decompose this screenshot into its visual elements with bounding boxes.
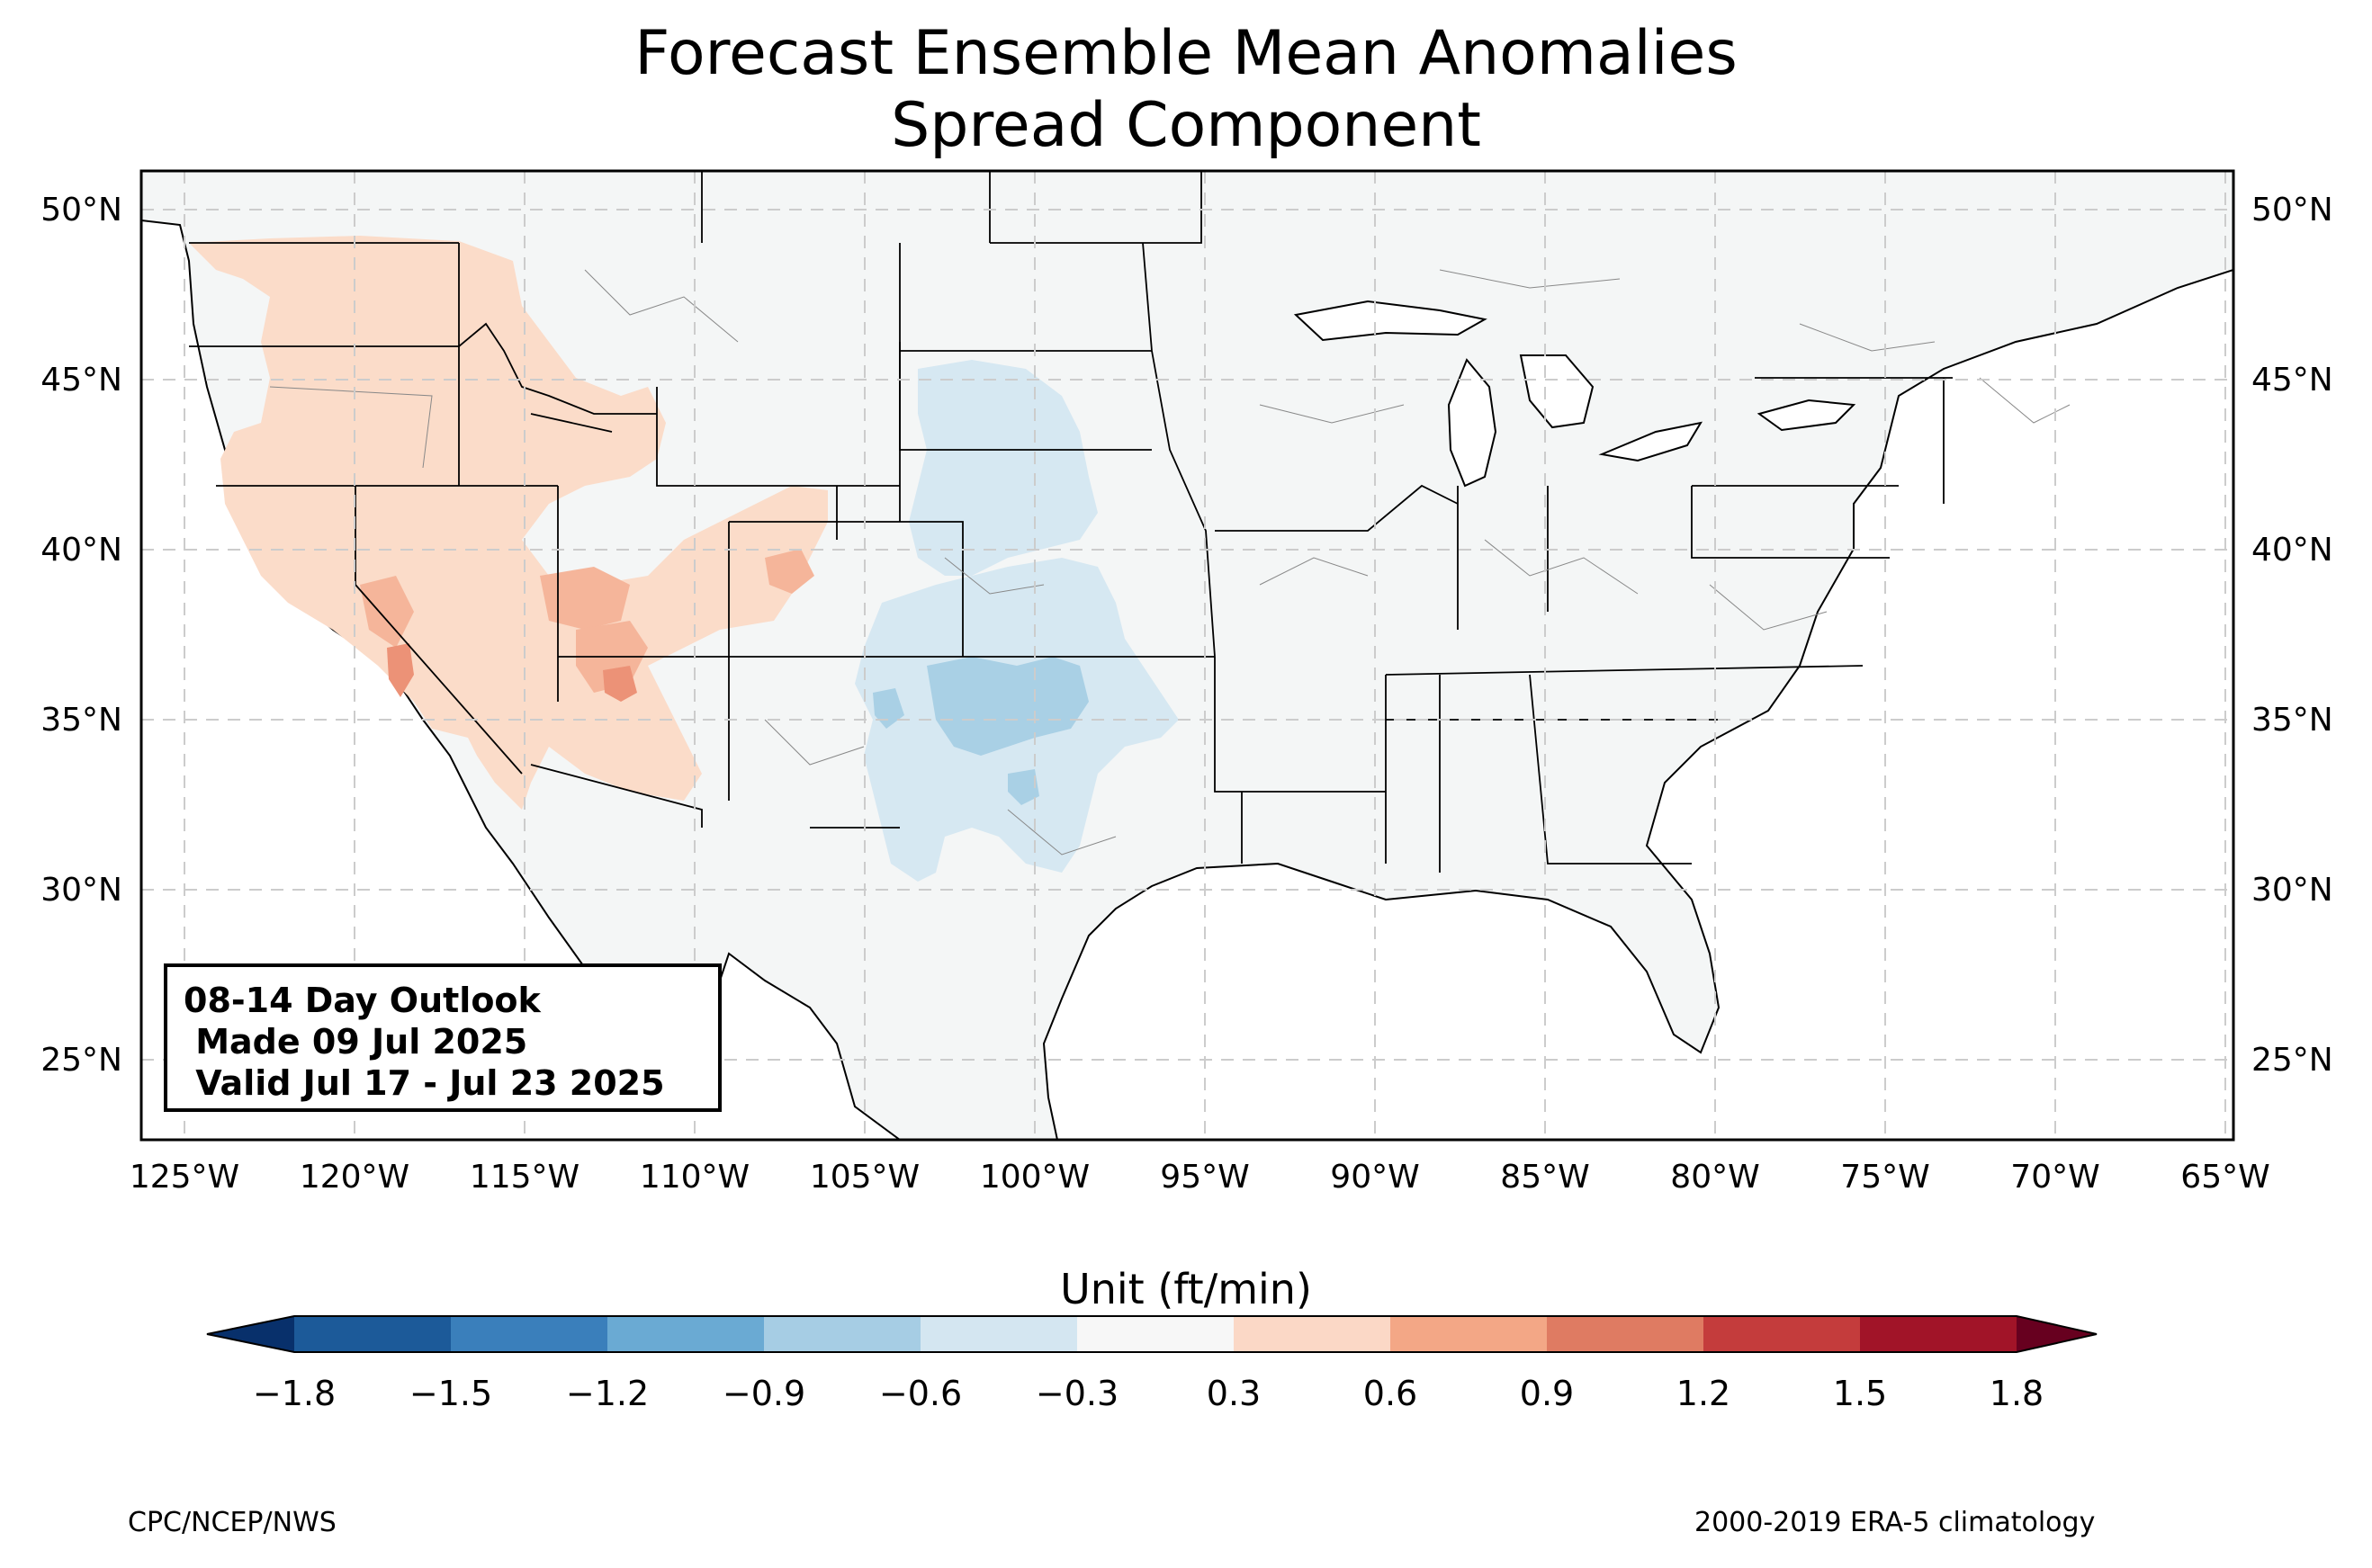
colorbar-extend-low <box>207 1316 294 1352</box>
lon-tick: 110°W <box>640 1159 750 1196</box>
colorbar-tick: −0.9 <box>722 1374 806 1413</box>
lat-tick-left: 35°N <box>40 702 122 739</box>
colorbar-segment <box>1860 1316 2017 1352</box>
lon-tick: 125°W <box>130 1159 239 1196</box>
lon-tick: 75°W <box>1840 1159 1929 1196</box>
lon-tick: 65°W <box>2180 1159 2269 1196</box>
lat-tick-left: 50°N <box>40 192 122 228</box>
outlook-period: 08-14 Day Outlook <box>184 981 541 1020</box>
colorbar-tick: 0.6 <box>1362 1374 1418 1413</box>
colorbar-segment <box>451 1316 607 1352</box>
lon-tick: 80°W <box>1670 1159 1759 1196</box>
lat-tick-right: 25°N <box>2251 1042 2333 1079</box>
gridlines <box>141 171 2233 1140</box>
colorbar-tick: −1.2 <box>565 1374 650 1413</box>
lat-tick-left: 30°N <box>40 872 122 909</box>
outlook-valid-range: Valid Jul 17 - Jul 23 2025 <box>184 1063 665 1103</box>
colorbar-tick: 1.5 <box>1832 1374 1888 1413</box>
colorbar-segment <box>1234 1316 1390 1352</box>
longitude-ticks: 125°W 120°W 115°W 110°W 105°W 100°W 95°W… <box>130 1159 2270 1196</box>
colorbar-segment <box>764 1316 921 1352</box>
lat-tick-right: 45°N <box>2251 362 2333 399</box>
colorbar-segment <box>607 1316 764 1352</box>
positive-anomaly-light <box>189 236 828 810</box>
map-frame <box>139 169 2235 1142</box>
negative-anomaly-medium <box>873 657 1089 805</box>
colorbar-segment <box>1547 1316 1703 1352</box>
lon-tick: 90°W <box>1330 1159 1419 1196</box>
lat-tick-right: 40°N <box>2251 532 2333 569</box>
lat-tick-right: 30°N <box>2251 872 2333 909</box>
lat-tick-right: 50°N <box>2251 192 2333 228</box>
footer-source: CPC/NCEP/NWS <box>128 1507 337 1538</box>
colorbar-tick: −0.6 <box>878 1374 963 1413</box>
colorbar-label: Unit (ft/min) <box>1060 1265 1312 1313</box>
outlook-info-box: 08-14 Day Outlook Made 09 Jul 2025 Valid… <box>164 963 722 1112</box>
colorbar-extend-high <box>2017 1316 2097 1352</box>
colorbar <box>206 1315 2098 1353</box>
colorbar-segment <box>1703 1316 1860 1352</box>
great-lakes <box>1293 300 1856 488</box>
colorbar-tick: −0.3 <box>1035 1374 1119 1413</box>
colorbar-segment <box>921 1316 1077 1352</box>
lon-tick: 100°W <box>980 1159 1090 1196</box>
footer-climatology: 2000-2019 ERA-5 climatology <box>1694 1507 2096 1538</box>
colorbar-outline <box>206 1315 2098 1353</box>
lon-tick: 105°W <box>810 1159 920 1196</box>
colorbar-segment <box>1077 1316 1234 1352</box>
colorbar-tick: 0.3 <box>1206 1374 1262 1413</box>
colorbar-segment <box>294 1316 451 1352</box>
latitude-ticks-left: 50°N 45°N 40°N 35°N 30°N 25°N <box>40 192 122 1079</box>
lon-tick: 115°W <box>470 1159 580 1196</box>
lat-tick-right: 35°N <box>2251 702 2333 739</box>
lat-tick-left: 25°N <box>40 1042 122 1079</box>
positive-anomaly-strong <box>387 643 637 702</box>
lat-tick-left: 40°N <box>40 532 122 569</box>
colorbar-tick: 0.9 <box>1519 1374 1575 1413</box>
latitude-ticks-right: 50°N 45°N 40°N 35°N 30°N 25°N <box>2251 192 2333 1079</box>
outlook-made-date: Made 09 Jul 2025 <box>184 1022 528 1062</box>
colorbar-segment <box>1390 1316 1547 1352</box>
lon-tick: 95°W <box>1160 1159 1249 1196</box>
map-title-line2: Spread Component <box>891 90 1481 161</box>
lon-tick: 70°W <box>2010 1159 2099 1196</box>
lat-tick-left: 45°N <box>40 362 122 399</box>
lon-tick: 85°W <box>1500 1159 1589 1196</box>
colorbar-tick: −1.8 <box>252 1374 337 1413</box>
colorbar-tick: 1.2 <box>1676 1374 1731 1413</box>
map-title-line1: Forecast Ensemble Mean Anomalies <box>634 18 1738 89</box>
county-lines <box>269 269 2071 856</box>
lon-tick: 120°W <box>300 1159 409 1196</box>
colorbar-tick: −1.5 <box>409 1374 493 1413</box>
colorbar-tick: 1.8 <box>1989 1374 2044 1413</box>
